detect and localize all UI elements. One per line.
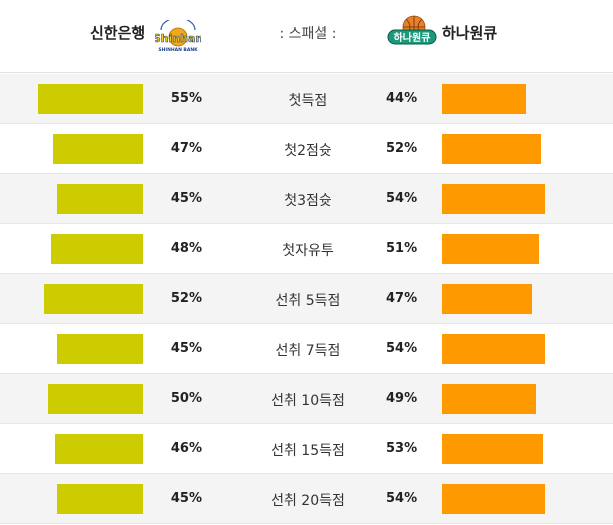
right-team-percent: 52% bbox=[386, 141, 418, 156]
left-team-percent: 52% bbox=[170, 291, 202, 306]
right-team-bar bbox=[442, 234, 539, 264]
svg-text:Shinhan: Shinhan bbox=[155, 32, 201, 45]
hanawonq-logo-icon: 하나원큐 bbox=[387, 15, 437, 45]
left-team-bar bbox=[57, 184, 143, 214]
left-team-percent: 47% bbox=[170, 141, 202, 156]
right-team-percent: 44% bbox=[386, 91, 418, 106]
left-team-bar bbox=[57, 484, 143, 514]
stats-rows: 55% 첫득점 44% 47% 첫2점슛 52% 45% 첫3점슛 54% 48% 첫자유투 51% 5… bbox=[0, 74, 613, 524]
stat-row: 52% 선취 5득점 47% bbox=[0, 274, 613, 324]
left-team-percent: 46% bbox=[170, 441, 202, 456]
left-team-bar bbox=[57, 334, 143, 364]
right-team-bar bbox=[442, 384, 536, 414]
left-team-bar bbox=[55, 434, 143, 464]
right-team-percent: 54% bbox=[386, 191, 418, 206]
stat-category-label: 첫득점 bbox=[288, 93, 328, 109]
stat-category-label: 선취 20득점 bbox=[271, 493, 345, 509]
right-team-bar bbox=[442, 134, 541, 164]
right-team-percent: 47% bbox=[386, 291, 418, 306]
left-team-bar bbox=[51, 234, 143, 264]
stat-category-label: 선취 7득점 bbox=[275, 343, 341, 359]
left-team-percent: 45% bbox=[170, 491, 202, 506]
stat-category-label: 첫3점슛 bbox=[284, 193, 332, 209]
stat-row: 45% 선취 20득점 54% bbox=[0, 474, 613, 524]
left-team-bar bbox=[44, 284, 143, 314]
special-label: : 스패셜 : bbox=[279, 26, 337, 42]
stat-category-label: 첫자유투 bbox=[282, 243, 334, 259]
right-team-bar bbox=[442, 184, 545, 214]
left-team-percent: 45% bbox=[170, 191, 202, 206]
stat-row: 46% 선취 15득점 53% bbox=[0, 424, 613, 474]
left-team-percent: 45% bbox=[170, 341, 202, 356]
stat-row: 45% 첫3점슛 54% bbox=[0, 174, 613, 224]
left-team-percent: 48% bbox=[170, 241, 202, 256]
right-team-bar bbox=[442, 484, 545, 514]
stat-row: 47% 첫2점슛 52% bbox=[0, 124, 613, 174]
stat-category-label: 선취 15득점 bbox=[271, 443, 345, 459]
stat-category-label: 선취 5득점 bbox=[275, 293, 341, 309]
right-team-percent: 51% bbox=[386, 241, 418, 256]
right-team-percent: 53% bbox=[386, 441, 418, 456]
svg-text:SHINHAN BANK: SHINHAN BANK bbox=[158, 47, 198, 53]
left-team-bar bbox=[38, 84, 143, 114]
stat-row: 55% 첫득점 44% bbox=[0, 74, 613, 124]
shinhan-logo-icon: Shinhan SHINHAN BANK bbox=[155, 20, 201, 53]
right-team-percent: 49% bbox=[386, 391, 418, 406]
right-team-name: 하나원큐 bbox=[442, 24, 498, 42]
stat-category-label: 첫2점슛 bbox=[284, 143, 332, 159]
left-team-percent: 50% bbox=[170, 391, 202, 406]
right-team-percent: 54% bbox=[386, 341, 418, 356]
right-team-bar bbox=[442, 334, 545, 364]
stat-row: 48% 첫자유투 51% bbox=[0, 224, 613, 274]
left-team-bar bbox=[48, 384, 143, 414]
right-team-percent: 54% bbox=[386, 491, 418, 506]
right-team-bar bbox=[442, 284, 532, 314]
svg-text:하나원큐: 하나원큐 bbox=[394, 31, 431, 44]
matchup-header: 신한은행 Shinhan SHINHAN BANK : 스패셜 : 하나원큐 하… bbox=[0, 0, 613, 73]
stat-row: 45% 선취 7득점 54% bbox=[0, 324, 613, 374]
left-team-bar bbox=[53, 134, 143, 164]
right-team-bar bbox=[442, 84, 526, 114]
stat-row: 50% 선취 10득점 49% bbox=[0, 374, 613, 424]
stat-category-label: 선취 10득점 bbox=[271, 393, 345, 409]
left-team-name: 신한은행 bbox=[90, 24, 146, 42]
left-team-percent: 55% bbox=[170, 91, 202, 106]
right-team-bar bbox=[442, 434, 543, 464]
